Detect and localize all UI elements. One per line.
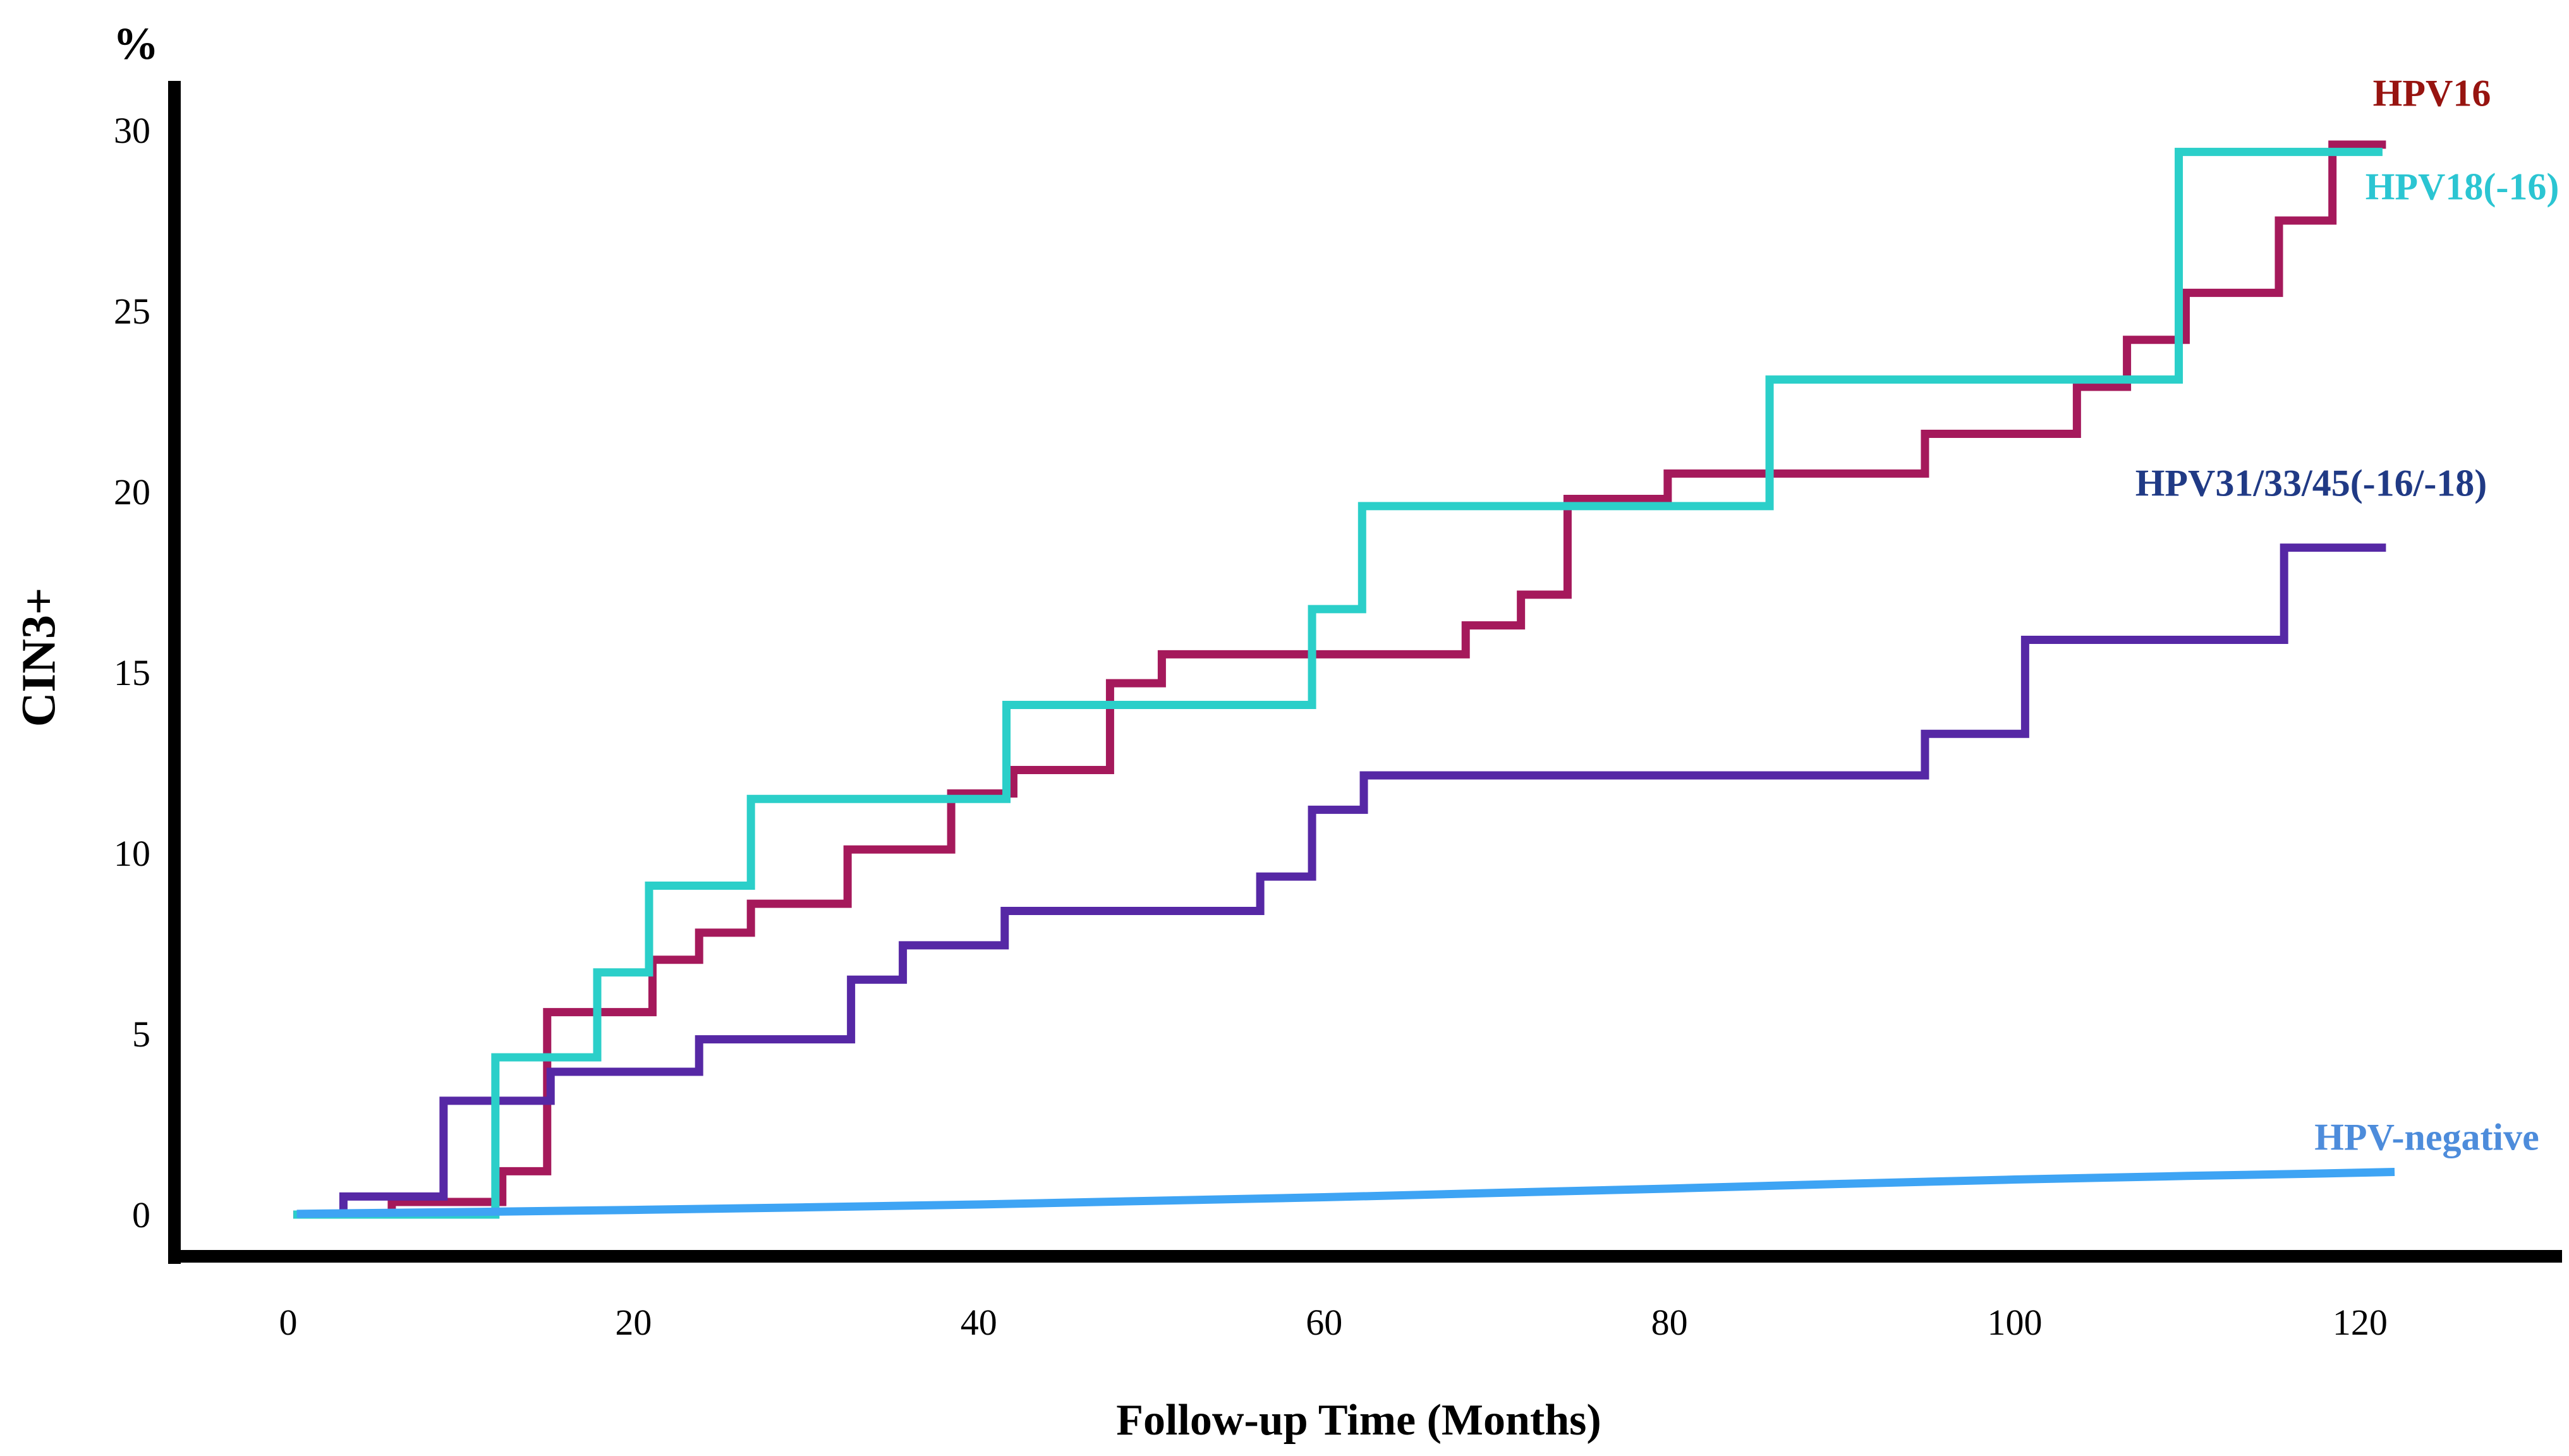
x-tick-label: 120 xyxy=(2333,1302,2388,1343)
series-label-hpv31-33-45: HPV31/33/45(-16/-18) xyxy=(2135,462,2487,504)
x-tick-label: 40 xyxy=(961,1302,997,1343)
x-tick-label: 80 xyxy=(1651,1302,1688,1343)
y-axis-title: CIN3+ xyxy=(12,587,66,727)
series-hpv16-curve xyxy=(293,140,2386,1219)
series-label-hpv-negative: HPV-negative xyxy=(2314,1116,2539,1158)
series-hpv313345-curve xyxy=(293,543,2386,1219)
series-label-hpv18: HPV18(-16) xyxy=(2365,166,2560,208)
x-tick-label: 0 xyxy=(279,1302,298,1343)
y-tick-label: 10 xyxy=(114,833,150,874)
x-tick-label: 20 xyxy=(615,1302,652,1343)
y-axis-spine xyxy=(168,81,181,1264)
x-tick-label: 60 xyxy=(1306,1302,1342,1343)
y-axis-unit-label: % xyxy=(113,18,159,69)
y-tick-label: 25 xyxy=(114,291,150,332)
y-tick-label: 30 xyxy=(114,110,150,151)
y-tick-label: 0 xyxy=(132,1194,150,1235)
series-hpv18-curve xyxy=(293,147,2383,1219)
x-axis-spine xyxy=(168,1250,2562,1263)
x-axis-title: Follow-up Time (Months) xyxy=(1116,1396,1601,1445)
y-tick-label: 5 xyxy=(132,1014,150,1055)
series-hpvneg-curve xyxy=(296,1168,2395,1218)
y-tick-label: 15 xyxy=(114,652,150,693)
y-tick-label: 20 xyxy=(114,471,150,513)
x-tick-label: 100 xyxy=(1988,1302,2043,1343)
series-label-hpv16: HPV16 xyxy=(2372,72,2491,114)
